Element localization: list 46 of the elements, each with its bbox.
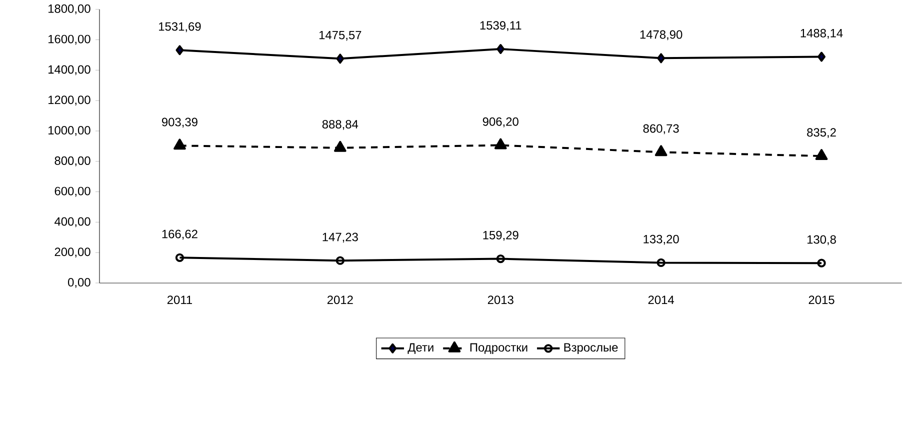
data-label: 888,84 <box>322 120 358 130</box>
y-tick-label: 800,00 <box>54 156 90 166</box>
data-label: 1475,57 <box>319 30 362 41</box>
data-label: 166,62 <box>162 230 198 240</box>
y-tick-label: 400,00 <box>54 217 90 228</box>
y-tick-label: 600,00 <box>54 186 90 197</box>
x-tick-label: 2014 <box>648 296 674 304</box>
data-label: 860,73 <box>643 124 679 134</box>
data-label: 835,2 <box>807 128 836 138</box>
y-tick-label: 1600,00 <box>48 34 90 45</box>
point <box>336 54 344 64</box>
data-label: 159,29 <box>483 230 518 241</box>
data-label: 1478,90 <box>640 30 682 40</box>
legend-label: Взрослые <box>564 343 618 354</box>
point <box>334 140 346 152</box>
point <box>818 52 826 62</box>
point <box>176 45 184 56</box>
legend-label: Дети <box>408 343 434 354</box>
y-tick-label: 0,00 <box>68 278 90 288</box>
data-label: 903,39 <box>162 118 198 128</box>
point <box>496 44 505 54</box>
y-tick-label: 1800,00 <box>48 4 90 14</box>
point <box>494 138 507 150</box>
y-tick-label: 1400,00 <box>48 65 90 76</box>
data-label: 147,23 <box>322 232 358 243</box>
point <box>815 149 828 160</box>
y-tick-label: 1200,00 <box>48 96 90 106</box>
data-label: 133,20 <box>644 234 679 245</box>
point <box>174 138 186 150</box>
x-tick-label: 2015 <box>808 296 834 304</box>
y-tick-label: 200,00 <box>54 248 90 258</box>
legend-label: Подростки <box>470 343 528 354</box>
data-label: 130,8 <box>807 235 836 246</box>
data-label: 1488,14 <box>800 28 843 39</box>
x-tick-label: 2011 <box>167 296 192 304</box>
point <box>496 254 505 264</box>
data-label: 906,20 <box>482 117 518 128</box>
x-tick-label: 2012 <box>327 296 353 304</box>
point <box>336 256 344 265</box>
x-tick-label: 2013 <box>488 296 514 304</box>
point <box>656 258 666 268</box>
data-label: 1539,11 <box>480 21 522 32</box>
point <box>657 53 666 64</box>
point <box>654 145 668 156</box>
y-tick-label: 1000,00 <box>48 126 90 136</box>
data-label: 1531,69 <box>159 22 201 32</box>
